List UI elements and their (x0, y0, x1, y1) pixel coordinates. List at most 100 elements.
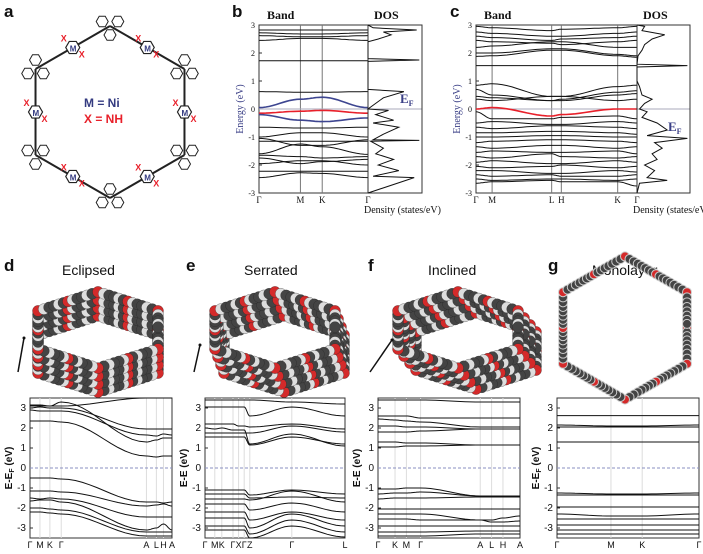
band-line (259, 37, 368, 41)
ytick-label: 2 (195, 423, 201, 434)
ytick-label: -3 (544, 523, 553, 534)
ligand-x-label: X (135, 163, 141, 173)
kpoint-label: A (517, 540, 523, 550)
band-line (258, 143, 369, 155)
ytick-label: 3 (195, 403, 201, 414)
ytick-label: 0 (368, 463, 374, 474)
kpoint-label: K (319, 195, 326, 205)
benzene-ring (139, 40, 155, 55)
kpoint-label: L (342, 540, 347, 550)
panel-label-d: d (4, 256, 15, 275)
kpoint-label: A (143, 540, 149, 550)
triphenylene-ring (36, 144, 50, 157)
band-line (205, 489, 346, 496)
kpoint-label: K (392, 540, 398, 550)
band-line (378, 487, 520, 497)
kpoint-label: K (614, 195, 621, 205)
title-serrated: Serrated (244, 262, 298, 278)
band-line (476, 106, 637, 117)
band-line (258, 172, 369, 179)
panel-label-e: e (186, 256, 196, 275)
kpoint-label: Γ (256, 195, 261, 205)
framework-schematic (21, 15, 199, 209)
dos-axis-label: Density (states/eV) (633, 205, 703, 216)
panel-label-a: a (4, 2, 14, 21)
band-line (476, 160, 637, 165)
band-line (476, 121, 637, 125)
panel-label-g: g (548, 256, 559, 275)
ytick-label: 1 (251, 77, 255, 86)
dos-curve (366, 24, 420, 194)
ytick-label: -2 (248, 161, 255, 170)
band-line (205, 425, 346, 434)
arrow-head-icon (22, 336, 26, 340)
ytick-label: 3 (20, 403, 26, 414)
band-line (30, 497, 172, 518)
band-line (378, 415, 520, 419)
ytick-label: 0 (547, 463, 553, 474)
band-line (258, 32, 369, 35)
chart-e (204, 397, 346, 539)
ligand-x-label: X (153, 179, 159, 189)
y-axis-label: E-E (eV) (352, 449, 363, 487)
triphenylene-ring (170, 67, 184, 80)
kpoint-label: H (500, 540, 507, 550)
band-line (30, 477, 172, 504)
triphenylene-ring (21, 144, 35, 157)
kpoint-label: Γ (418, 540, 423, 550)
dos-curve (636, 24, 688, 194)
metal-label: M (181, 109, 188, 118)
triphenylene-ring (103, 29, 117, 41)
band-line (378, 428, 520, 433)
benzene-ring (176, 105, 193, 119)
kpoint-label: M (488, 195, 496, 205)
band-line (205, 519, 346, 535)
band-line (476, 49, 637, 58)
triphenylene-ring (185, 144, 199, 157)
band-line (205, 399, 345, 405)
ytick-label: 3 (468, 21, 472, 30)
inclined-structure (392, 286, 542, 395)
serrated-structure (209, 286, 350, 398)
band-line (476, 93, 637, 102)
ligand-x-label: X (153, 50, 159, 60)
metal-label: M (144, 45, 151, 54)
band-line (476, 164, 637, 169)
kpoint-label: Γ (365, 195, 370, 205)
band-line (378, 418, 520, 428)
band-line (205, 493, 345, 499)
kpoint-label: Γ (634, 195, 639, 205)
kpoint-label: M (607, 540, 615, 550)
band-line (258, 113, 368, 123)
triphenylene-ring (111, 15, 125, 28)
legend-ligand: X = NH (84, 112, 124, 126)
kpoint-label: Γ (376, 540, 381, 550)
band-line (476, 95, 637, 102)
band-line (30, 409, 172, 437)
chart-g (556, 397, 700, 539)
band-line (476, 48, 637, 57)
band-line (476, 130, 637, 135)
band-line (259, 126, 368, 129)
panel-label-f: f (368, 256, 374, 275)
fermi-label: EF (400, 91, 414, 108)
benzene-ring (27, 105, 44, 119)
band-line (30, 511, 172, 537)
y-axis-label: Energy (eV) (452, 84, 463, 134)
band-title: Band (484, 8, 512, 22)
ytick-label: 2 (20, 423, 26, 434)
triphenylene-ring (95, 196, 109, 209)
band-line (30, 499, 173, 531)
y-axis-label: E-E (eV) (179, 449, 190, 487)
kpoint-label: Γ (555, 540, 560, 550)
band-line (205, 423, 346, 430)
triphenylene-ring (21, 67, 35, 80)
band-line (476, 39, 637, 46)
band-line (30, 401, 172, 443)
title-eclipsed: Eclipsed (62, 262, 115, 278)
band-line (476, 153, 637, 159)
band-line (30, 406, 172, 430)
kpoint-label: K (47, 540, 53, 550)
benzene-ring (65, 40, 81, 55)
